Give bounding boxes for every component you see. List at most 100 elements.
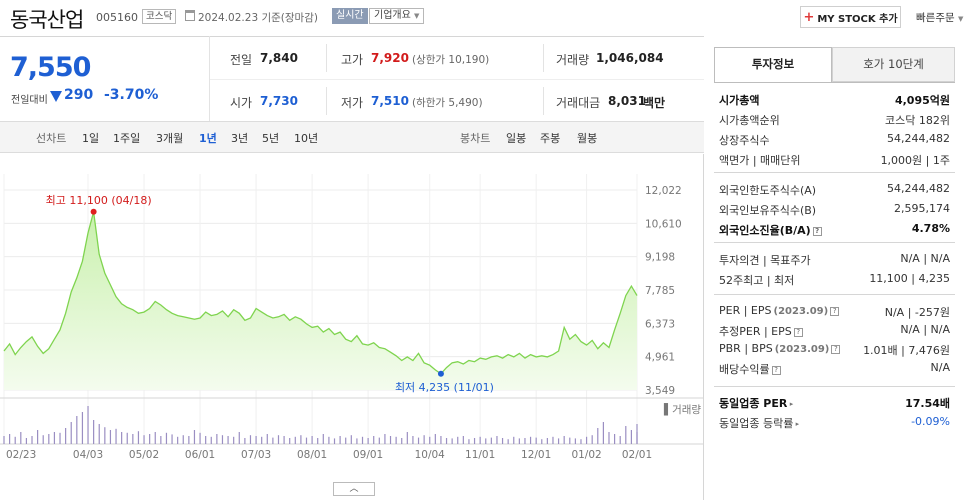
divider bbox=[210, 79, 704, 80]
x-tick-label: 04/03 bbox=[73, 449, 103, 461]
price-panel bbox=[0, 36, 704, 500]
info-label: 상장주식수 bbox=[719, 132, 770, 148]
info-label-text: 52주최고 | 최저 bbox=[719, 274, 795, 287]
help-icon[interactable]: ? bbox=[812, 227, 822, 236]
help-icon[interactable]: ? bbox=[793, 328, 803, 337]
chevron-down-icon: ▼ bbox=[957, 15, 964, 23]
info-value: 11,100 | 4,235 bbox=[869, 272, 950, 285]
info-value: N/A | N/A bbox=[900, 252, 950, 265]
info-label: 시가총액순위 bbox=[719, 112, 780, 128]
chevron-right-icon: ▸ bbox=[787, 400, 794, 408]
volume-label: 거래량 bbox=[556, 53, 590, 67]
period-1y[interactable]: 1년 bbox=[199, 132, 217, 145]
mystock-label: MY STOCK 추가 bbox=[817, 13, 898, 25]
x-tick-label: 06/01 bbox=[185, 449, 215, 461]
info-label-text: PER | EPS bbox=[719, 304, 772, 317]
info-label-text: 외국인소진율(B/A) bbox=[719, 224, 811, 237]
help-icon[interactable]: ? bbox=[830, 307, 840, 316]
info-label: 외국인보유주식수(B) bbox=[719, 202, 816, 218]
tab-order-book[interactable]: 호가 10단계 bbox=[832, 47, 955, 82]
chart-area bbox=[0, 154, 704, 500]
tab-investment-info[interactable]: 투자정보 bbox=[714, 47, 832, 82]
candle-daily[interactable]: 일봉 bbox=[506, 132, 527, 145]
info-label-text: 상장주식수 bbox=[719, 134, 770, 147]
collapse-button[interactable]: ︿ bbox=[333, 482, 375, 496]
period-1d[interactable]: 1일 bbox=[82, 132, 100, 145]
divider bbox=[714, 242, 955, 243]
y-tick-label: 6,373 bbox=[645, 318, 675, 330]
investment-info-panel bbox=[704, 36, 968, 500]
price-line bbox=[3, 211, 638, 375]
quick-order-label: 빠른주문 bbox=[916, 12, 955, 24]
info-label: 배당수익률? bbox=[719, 361, 781, 377]
x-tick-label: 01/02 bbox=[571, 449, 601, 461]
volume-value: 1,046,084 bbox=[596, 51, 664, 65]
prev-close-label: 전일 bbox=[230, 53, 253, 67]
info-value: 54,244,482 bbox=[887, 182, 950, 195]
amount-unit: 백만 bbox=[643, 96, 666, 110]
add-mystock-button[interactable]: + MY STOCK 추가 bbox=[800, 6, 901, 28]
period-10y[interactable]: 10년 bbox=[294, 132, 319, 145]
info-label-text: 투자의견 | 목표주가 bbox=[719, 254, 811, 267]
divider bbox=[714, 172, 955, 173]
period-5y[interactable]: 5년 bbox=[262, 132, 280, 145]
upper-limit: (상한가 10,190) bbox=[412, 54, 490, 66]
company-info-dropdown[interactable]: 기업개요 ▼ bbox=[369, 8, 425, 24]
period-1w[interactable]: 1주일 bbox=[113, 132, 141, 145]
high-annotation: 최고 11,100 (04/18) bbox=[46, 194, 152, 207]
line-chart-label: 선차트 bbox=[36, 132, 67, 145]
low-label: 저가 bbox=[341, 96, 364, 110]
info-value: 4,095억원 bbox=[894, 94, 950, 107]
period-3m[interactable]: 3개월 bbox=[156, 132, 184, 145]
current-price-box bbox=[0, 36, 210, 121]
realtime-badge[interactable]: 실시간 bbox=[332, 8, 368, 24]
divider bbox=[714, 386, 955, 387]
candle-monthly[interactable]: 월봉 bbox=[577, 132, 598, 145]
x-tick-label: 05/02 bbox=[129, 449, 159, 461]
info-label-text: 동일업종 등락률 bbox=[719, 417, 794, 430]
change-label: 전일대비 bbox=[11, 95, 48, 106]
y-tick-label: 4,961 bbox=[645, 352, 675, 364]
candle-weekly[interactable]: 주봉 bbox=[540, 132, 561, 145]
price-area bbox=[4, 211, 637, 390]
info-value: N/A bbox=[930, 361, 950, 374]
info-label-text: 추정PER | EPS bbox=[719, 325, 792, 338]
quick-order-button[interactable]: 빠른주문 ▼ bbox=[916, 10, 963, 25]
info-value: 코스닥 182위 bbox=[885, 114, 950, 127]
amount-value: 8,031 bbox=[608, 94, 646, 108]
help-icon[interactable]: ? bbox=[771, 366, 781, 375]
lower-limit: (하한가 5,490) bbox=[412, 97, 483, 109]
stock-code: 005160 bbox=[96, 11, 138, 24]
open-value: 7,730 bbox=[260, 94, 298, 108]
prev-close-value: 7,840 bbox=[260, 51, 298, 65]
candle-chart-label: 봉차트 bbox=[460, 132, 491, 145]
period-3y[interactable]: 3년 bbox=[231, 132, 249, 145]
info-label-text: 동일업종 PER bbox=[719, 397, 788, 410]
y-tick-label: 9,198 bbox=[645, 252, 675, 264]
info-label: 외국인한도주식수(A) bbox=[719, 182, 816, 198]
info-label: 추정PER | EPS? bbox=[719, 323, 803, 339]
y-tick-label: 12,022 bbox=[645, 185, 682, 197]
open-label: 시가 bbox=[230, 96, 253, 110]
divider bbox=[543, 87, 544, 115]
high-value: 7,920 bbox=[371, 51, 409, 65]
info-value: N/A | -257원 bbox=[884, 306, 950, 319]
chevron-right-icon: ▸ bbox=[793, 420, 800, 428]
amount-label: 거래대금 bbox=[556, 96, 601, 110]
high-label: 고가 bbox=[341, 53, 364, 67]
y-tick-label: 10,610 bbox=[645, 218, 682, 230]
low-annotation: 최저 4,235 (11/01) bbox=[395, 381, 494, 394]
low-value: 7,510 bbox=[371, 94, 409, 108]
x-tick-label: 08/01 bbox=[297, 449, 327, 461]
x-tick-label: 11/01 bbox=[465, 449, 495, 461]
divider bbox=[326, 87, 327, 115]
info-value: 1,000원 | 1주 bbox=[880, 154, 950, 167]
info-label: 투자의견 | 목표주가 bbox=[719, 252, 811, 268]
calendar-icon bbox=[185, 10, 195, 21]
change-value: 290 bbox=[64, 87, 94, 103]
info-label: 동일업종 PER ▸ bbox=[719, 395, 793, 411]
current-price: 7,550 bbox=[10, 52, 91, 83]
plus-icon: + bbox=[803, 9, 815, 25]
chevron-down-icon: ▼ bbox=[414, 12, 420, 20]
help-icon[interactable]: ? bbox=[831, 345, 841, 354]
